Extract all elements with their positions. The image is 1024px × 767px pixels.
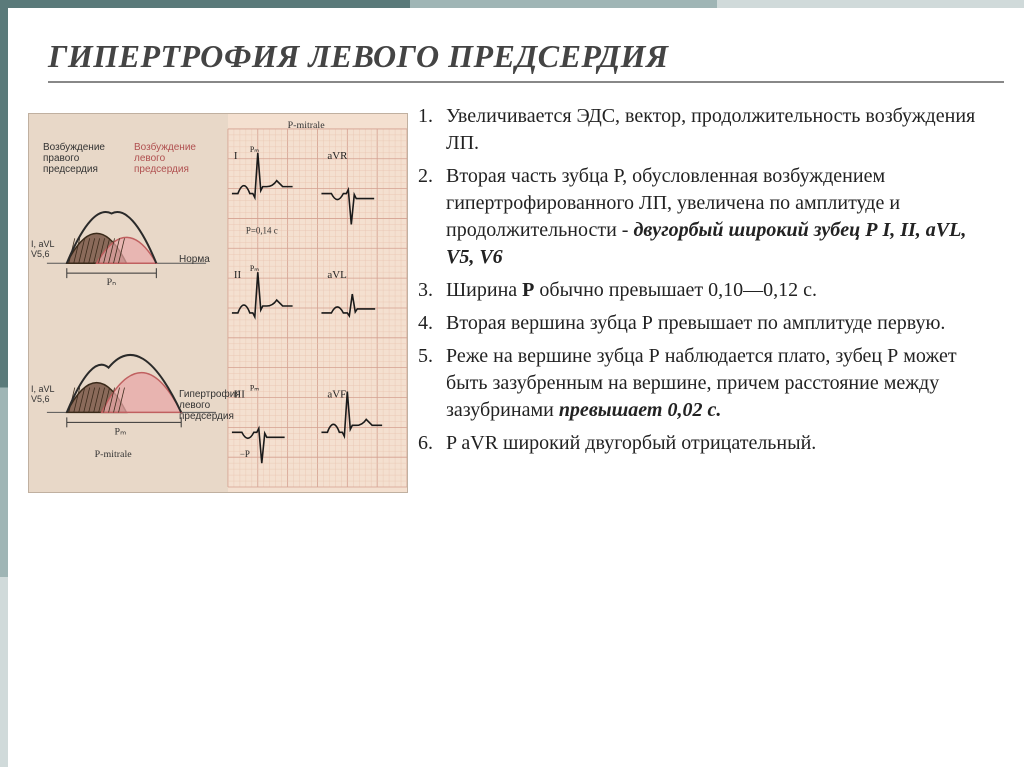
label-right-atrium: Возбуждение правого предсердия <box>43 142 113 175</box>
title-underline <box>48 81 1004 83</box>
svg-text:II: II <box>234 269 242 281</box>
medical-figure: Pₙ Pₘ P-mitrale IPₘaVRIIPₘaVLIIIPₘaVF−P <box>28 113 408 493</box>
svg-text:aVF: aVF <box>327 388 346 400</box>
svg-text:−P: −P <box>240 449 250 459</box>
svg-text:P=0,14 с: P=0,14 с <box>246 225 278 235</box>
label-hypertrophy: Гипертрофия левого предсердия <box>179 389 254 422</box>
point-4: Вторая вершина зубца Р превышает по ампл… <box>418 310 994 337</box>
svg-text:I: I <box>234 150 238 162</box>
svg-text:aVR: aVR <box>327 150 348 162</box>
slide-top-border <box>0 0 1024 8</box>
point-6: P aVR широкий двугорбый отрицательный. <box>418 430 994 457</box>
svg-text:Pₘ: Pₘ <box>250 264 259 273</box>
svg-text:Pₙ: Pₙ <box>107 277 117 288</box>
svg-text:P-mitrale: P-mitrale <box>95 449 133 460</box>
bullet-list: Увеличивается ЭДС, вектор, продолжительн… <box>418 103 1004 493</box>
label-norm: Норма <box>179 254 210 265</box>
point-5: Реже на вершине зубца Р наблюдается плат… <box>418 343 994 424</box>
point-3: Ширина Р обычно превышает 0,10—0,12 с. <box>418 277 994 304</box>
slide-side-border <box>0 8 8 767</box>
content-row: Pₙ Pₘ P-mitrale IPₘaVRIIPₘaVLIIIPₘaVF−P <box>28 103 1004 493</box>
svg-text:aVL: aVL <box>327 269 347 281</box>
svg-text:Pₘ: Pₘ <box>115 426 127 437</box>
label-leads-top: I, aVL V5,6 <box>31 239 61 259</box>
svg-text:Pₘ: Pₘ <box>250 145 259 154</box>
svg-text:P-mitrale: P-mitrale <box>288 120 326 131</box>
label-left-atrium: Возбуждение левого предсердия <box>134 142 204 175</box>
label-leads-bot: I, aVL V5,6 <box>31 384 61 404</box>
point-1: Увеличивается ЭДС, вектор, продолжительн… <box>418 103 994 157</box>
slide-title: ГИПЕРТРОФИЯ ЛЕВОГО ПРЕДСЕРДИЯ <box>48 38 1004 75</box>
point-2: Вторая часть зубца Р, обусловленная возб… <box>418 163 994 271</box>
slide-body: ГИПЕРТРОФИЯ ЛЕВОГО ПРЕДСЕРДИЯ <box>8 8 1024 767</box>
